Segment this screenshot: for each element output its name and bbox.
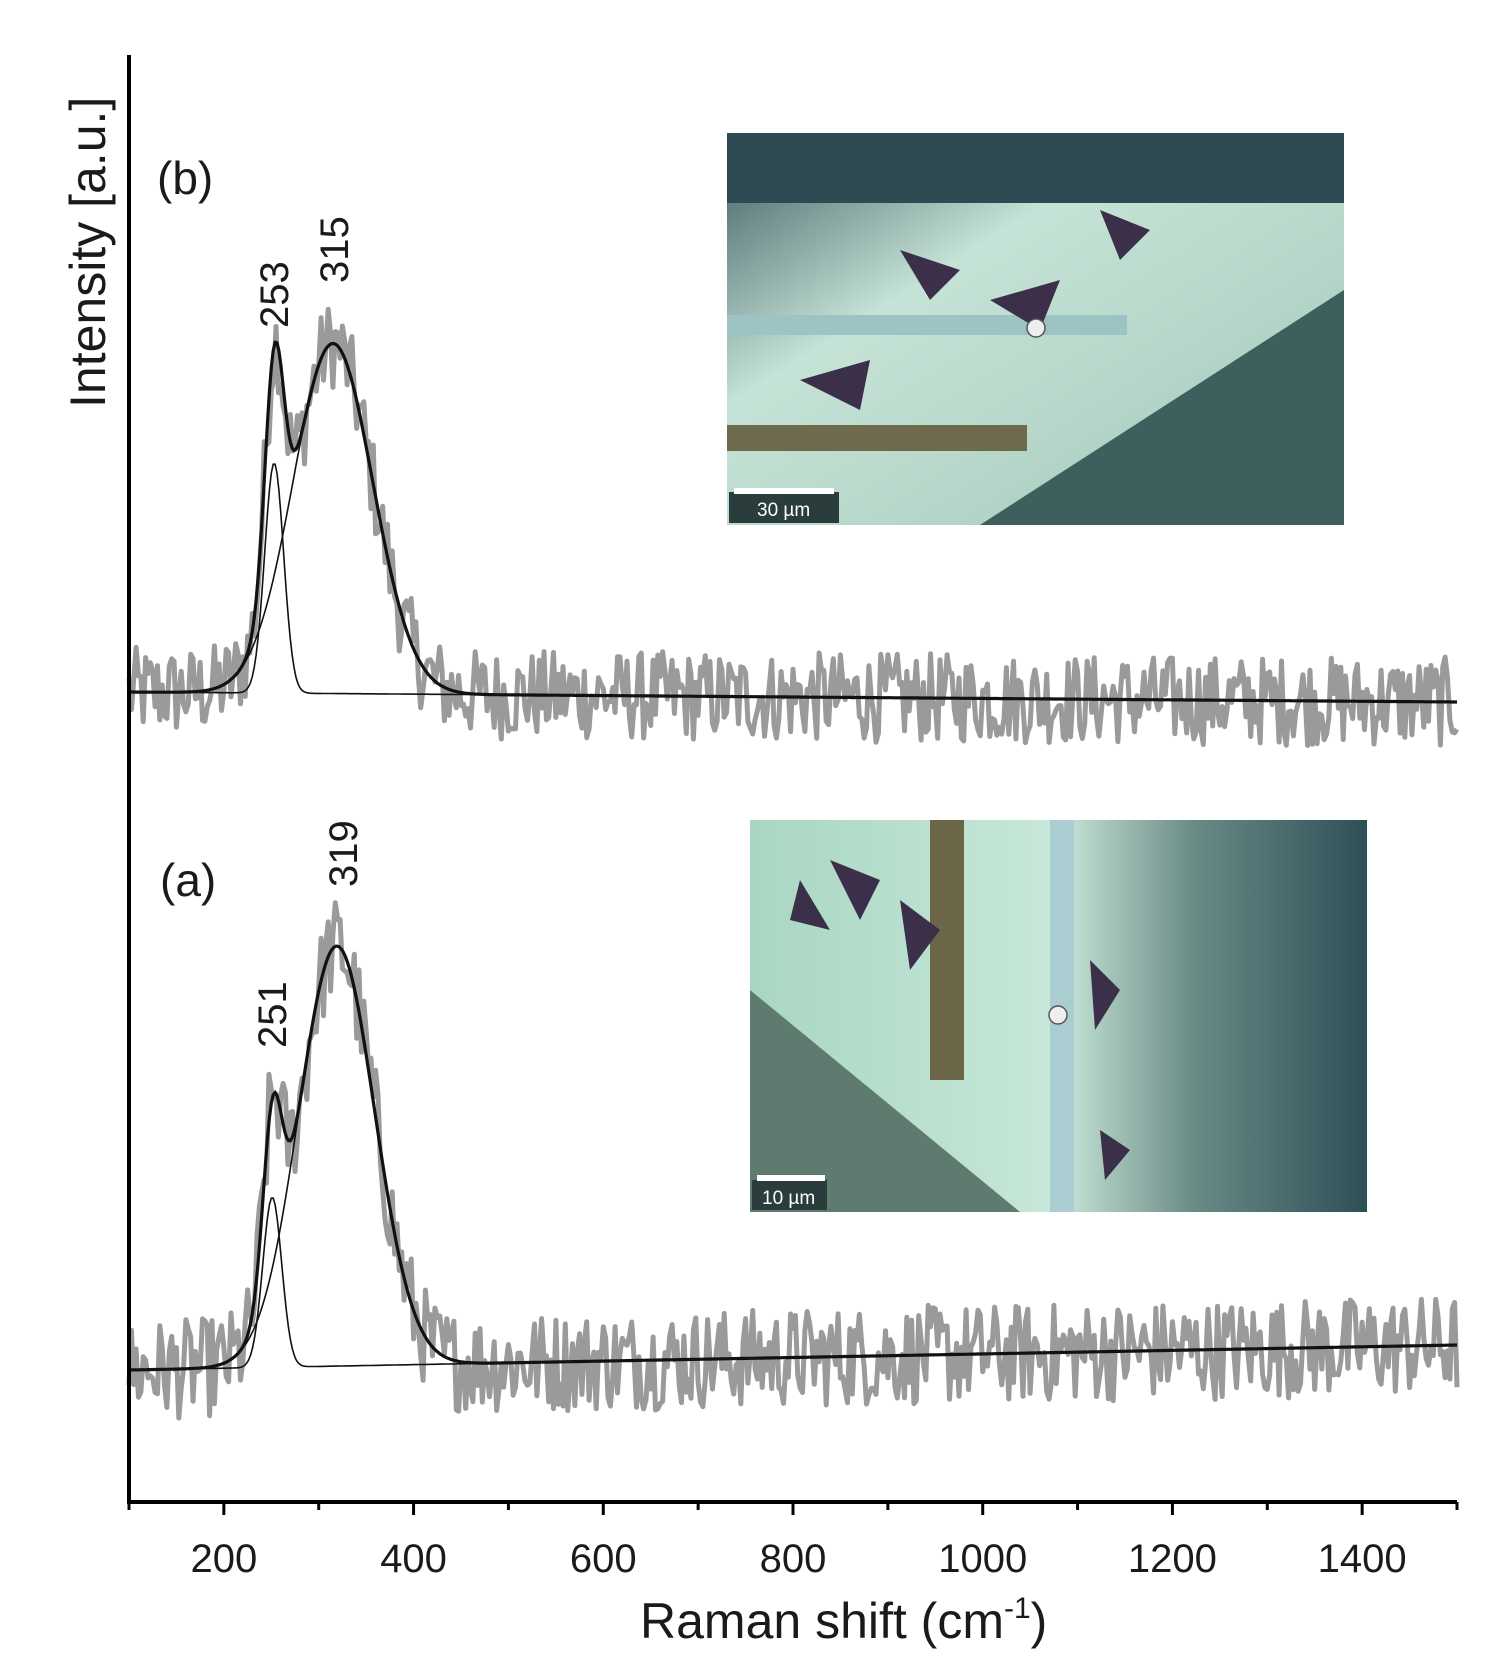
measurement-point-b xyxy=(1026,318,1046,338)
peak-label-b-1: 253 xyxy=(253,261,297,328)
x-tick-label: 800 xyxy=(760,1537,827,1581)
x-tick-label: 400 xyxy=(380,1537,447,1581)
x-tick-label: 1400 xyxy=(1318,1537,1407,1581)
x-tick-label: 1200 xyxy=(1128,1537,1217,1581)
panel-label-a: (a) xyxy=(160,854,216,906)
measurement-point-a xyxy=(1048,1005,1068,1025)
peak-label-b-2: 315 xyxy=(313,216,357,283)
scale-bar-label-a: 10 µm xyxy=(762,1188,815,1209)
x-tick-label: 200 xyxy=(190,1537,257,1581)
x-tick-label: 600 xyxy=(570,1537,637,1581)
x-axis-title-close: ) xyxy=(1031,1593,1048,1649)
peak-label-a-1: 251 xyxy=(251,981,295,1048)
scale-bar-label-b: 30 µm xyxy=(757,500,810,521)
y-axis-title: Intensity [a.u.] xyxy=(60,97,116,408)
x-axis-title-sup: -1 xyxy=(1004,1592,1031,1625)
inset-micrograph-b: 30 µm xyxy=(727,133,1344,525)
panel-label-b: (b) xyxy=(157,152,213,204)
x-axis-title: Raman shift (cm-1) xyxy=(640,1592,1047,1649)
inset-micrograph-a: 10 µm xyxy=(750,820,1367,1212)
fit-line xyxy=(129,340,1457,704)
x-tick-label: 1000 xyxy=(938,1537,1027,1581)
spectrum-line xyxy=(126,900,1460,1421)
panel-a-plot xyxy=(126,900,1460,1421)
spectrum-line xyxy=(126,306,1460,748)
x-axis-title-main: Raman shift (cm xyxy=(640,1593,1004,1649)
x-ticks: 200 400 600 800 1000 1200 1400 xyxy=(127,1502,1459,1581)
peak-label-a-2: 319 xyxy=(322,820,366,887)
fit-line xyxy=(129,944,1457,1372)
panel-b-plot xyxy=(126,306,1460,748)
